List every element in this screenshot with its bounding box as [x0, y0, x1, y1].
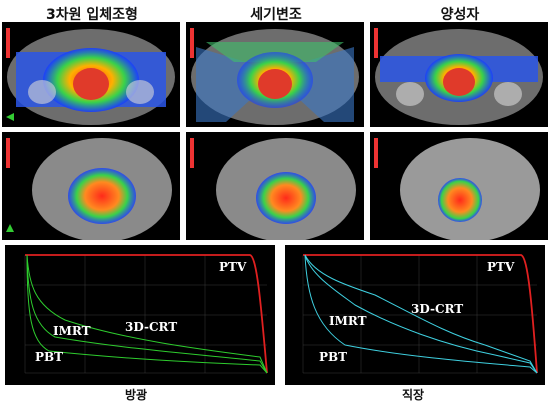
title-3d-conformal: 3차원 입체조형 [46, 7, 138, 23]
label-imrt: IMRT [329, 314, 367, 328]
label-ptv: PTV [219, 260, 247, 274]
dvh-plot-rectum: PTV 3D-CRT IMRT PBT [285, 245, 545, 385]
caption-rectum: 직장 [402, 388, 425, 402]
label-pbt: PBT [35, 350, 63, 364]
label-imrt: IMRT [53, 324, 91, 338]
sagittal-ct-proton [370, 132, 548, 240]
label-3dcrt: 3D-CRT [125, 320, 177, 334]
pbt-curve [26, 254, 268, 374]
ptv-curve [303, 254, 538, 374]
label-pbt: PBT [319, 350, 347, 364]
ptv-curve [25, 254, 268, 374]
label-ptv: PTV [487, 260, 515, 274]
3dcrt-curve [304, 254, 538, 374]
title-imrt: 세기변조 [250, 7, 302, 23]
axial-ct-3dcrt [2, 22, 180, 127]
imrt-curve [26, 254, 268, 374]
caption-bladder: 방광 [125, 388, 148, 402]
3dcrt-curve [26, 254, 268, 374]
imrt-curve [304, 254, 538, 374]
dvh-plot-bladder: PTV 3D-CRT IMRT PBT [5, 245, 275, 385]
label-3dcrt: 3D-CRT [411, 302, 463, 316]
axial-ct-imrt [186, 22, 364, 127]
title-proton: 양성자 [440, 7, 480, 23]
axial-ct-proton [370, 22, 548, 127]
pbt-curve [304, 254, 538, 374]
sagittal-ct-imrt [186, 132, 364, 240]
sagittal-ct-3dcrt [2, 132, 180, 240]
